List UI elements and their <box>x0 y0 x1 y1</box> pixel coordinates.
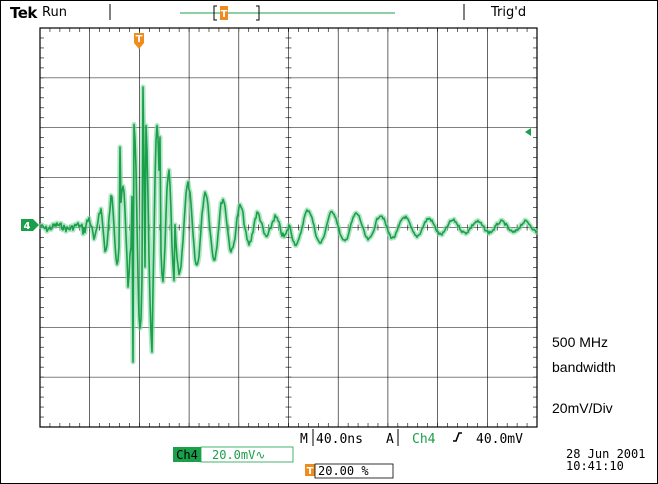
trigger-status: Trig'd <box>491 5 527 20</box>
trigger-source: Ch4 <box>412 432 436 447</box>
trigger-position-icon <box>220 6 228 20</box>
channel-scale-readout[interactable]: Ch4 20.0mV∿ <box>173 446 294 463</box>
trigger-prefix: A <box>386 432 394 447</box>
bandwidth-line-1: 500 MHz <box>552 334 608 350</box>
trigger-position-letter: T <box>307 466 314 477</box>
trigger-level: 40.0mV <box>476 432 523 447</box>
channel-4-ground-icon[interactable]: 4 <box>21 219 39 232</box>
rising-edge-icon <box>453 432 462 442</box>
channel-scale: 20.0mV∿ <box>212 448 265 462</box>
trigger-position-readout[interactable]: T 20.00 % <box>305 463 394 479</box>
acquisition-status: Run <box>42 5 67 20</box>
trigger-marker-letter: T <box>136 34 143 45</box>
channel-marker-label: 4 <box>24 221 31 232</box>
top-status-bar: Tek Run Trig'd <box>4 4 654 22</box>
timebase-prefix: M <box>300 432 308 447</box>
volts-per-div-note: 20mV/Div <box>552 400 613 416</box>
trigger-level-arrow-icon[interactable] <box>525 128 531 136</box>
channel-label: Ch4 <box>176 448 198 462</box>
timestamp-time: 10:41:10 <box>566 459 624 473</box>
trigger-readout[interactable]: A Ch4 40.0mV <box>386 429 523 447</box>
trigger-position-value: 20.00 % <box>318 464 369 478</box>
timebase-value: 40.0ns <box>316 432 363 447</box>
bandwidth-line-2: bandwidth <box>552 359 616 375</box>
timebase-readout[interactable]: M 40.0ns <box>300 429 363 447</box>
record-length-indicator: T <box>180 5 395 21</box>
trigger-position-badge-icon <box>305 464 315 476</box>
svg-text:T: T <box>221 9 228 20</box>
timestamp-date: 28 Jun 2001 <box>566 447 645 461</box>
waveform-trace <box>39 86 538 363</box>
brand-label: Tek <box>10 4 37 22</box>
trigger-marker-icon[interactable]: T <box>134 33 144 49</box>
